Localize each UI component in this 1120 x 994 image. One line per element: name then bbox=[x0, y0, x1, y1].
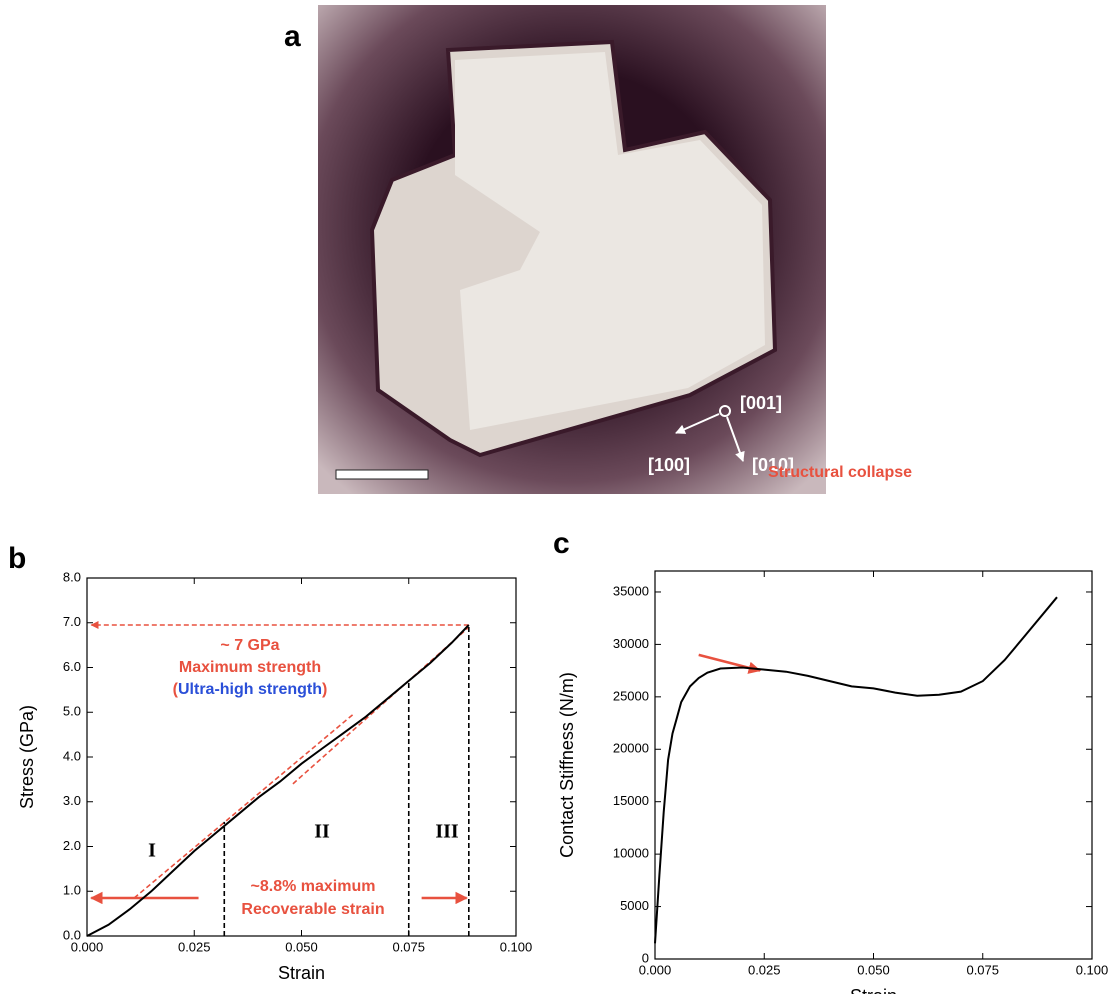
x-tick-label: 0.025 bbox=[178, 939, 211, 954]
figure: [001] [100] [010] a b c 0.0000.0250.0500… bbox=[0, 0, 1120, 994]
y-tick-label: 10000 bbox=[613, 846, 649, 861]
y-tick-label: 7.0 bbox=[63, 614, 81, 629]
y-tick-label: 0 bbox=[642, 950, 649, 965]
photo: [001] [100] [010] bbox=[318, 5, 826, 494]
y-tick-label: 20000 bbox=[613, 741, 649, 756]
y-tick-label: 5.0 bbox=[63, 704, 81, 719]
x-tick-label: 0.050 bbox=[285, 939, 318, 954]
annotation: Maximum strength bbox=[179, 659, 321, 676]
panel-label: c bbox=[553, 527, 570, 560]
x-tick-label: 0.075 bbox=[966, 962, 999, 977]
annotation: I bbox=[148, 840, 156, 862]
y-tick-label: 3.0 bbox=[63, 793, 81, 808]
y-tick-label: 4.0 bbox=[63, 748, 81, 763]
annotation: Recoverable strain bbox=[241, 901, 384, 918]
panel-label: a bbox=[284, 20, 301, 53]
x-tick-label: 0.100 bbox=[500, 939, 533, 954]
y-tick-label: 0.0 bbox=[63, 927, 81, 942]
x-axis-label: Strain bbox=[278, 963, 325, 983]
scale-bar bbox=[336, 470, 428, 479]
y-tick-label: 6.0 bbox=[63, 659, 81, 674]
annotation: (Ultra-high strength) bbox=[173, 681, 328, 698]
x-tick-label: 0.075 bbox=[392, 939, 425, 954]
y-tick-label: 35000 bbox=[613, 583, 649, 598]
x-tick-label: 0.100 bbox=[1076, 962, 1109, 977]
annotation: ~8.8% maximum bbox=[251, 878, 376, 895]
data-line bbox=[655, 597, 1057, 943]
y-tick-label: 1.0 bbox=[63, 883, 81, 898]
panel-label: b bbox=[8, 542, 26, 575]
y-tick-label: 25000 bbox=[613, 688, 649, 703]
y-tick-label: 5000 bbox=[620, 898, 649, 913]
annotation-part: ) bbox=[322, 681, 327, 698]
annotation: Structural collapse bbox=[768, 464, 912, 481]
y-axis-label: Contact Stiffness (N/m) bbox=[557, 672, 577, 858]
y-axis-label: Stress (GPa) bbox=[17, 705, 37, 809]
x-tick-label: 0.050 bbox=[857, 962, 890, 977]
plot-frame bbox=[655, 571, 1092, 959]
photo-label: [001] bbox=[740, 393, 782, 413]
annotation-part: Ultra-high strength bbox=[178, 681, 322, 698]
annotation: ~ 7 GPa bbox=[220, 637, 279, 654]
y-tick-label: 2.0 bbox=[63, 838, 81, 853]
y-tick-label: 15000 bbox=[613, 793, 649, 808]
x-tick-label: 0.025 bbox=[748, 962, 781, 977]
annotation: III bbox=[435, 821, 459, 843]
photo-label: [100] bbox=[648, 455, 690, 475]
reference-line bbox=[134, 714, 353, 897]
annotation: II bbox=[314, 821, 330, 843]
y-tick-label: 8.0 bbox=[63, 569, 81, 584]
y-tick-label: 30000 bbox=[613, 636, 649, 651]
x-axis-label: Strain bbox=[850, 986, 897, 994]
